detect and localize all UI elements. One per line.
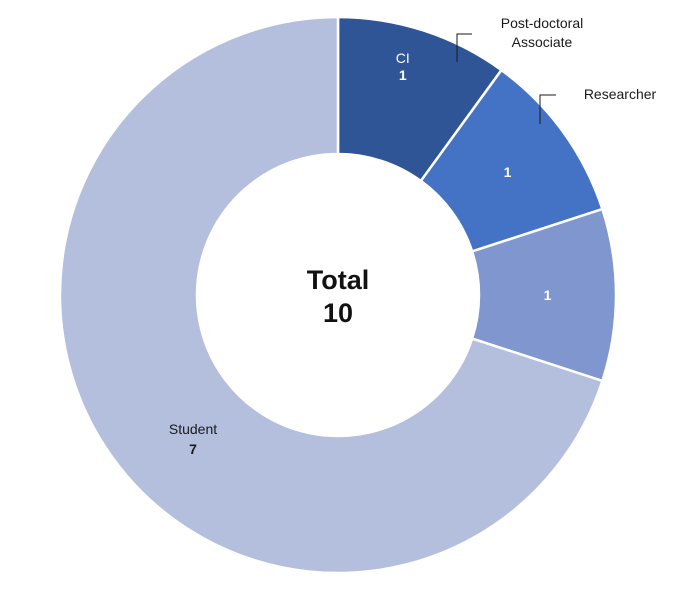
slice-value-student: 7 [189,441,197,457]
slice-value-post-doctoral-associate: 1 [504,164,512,180]
leader-line-researcher [539,94,556,124]
donut-slices [58,15,618,575]
slice-label-student: Student [169,421,217,437]
slice-value-ci: 1 [399,67,407,83]
slice-label-ci: CI [396,50,410,66]
slice-label-researcher: Researcher [584,86,657,102]
slice-labels: CI11Post-doctoralAssociate1ResearcherStu… [169,15,657,457]
center-total-label: Total [307,265,370,295]
slice-student [58,15,604,575]
center-total-value: 10 [323,298,353,328]
slice-label-post-doctoral-associate-line-1: Post-doctoral [501,15,583,31]
leader-line-post-doctoral-associate [456,33,472,62]
slice-value-researcher: 1 [544,287,552,303]
slice-label-post-doctoral-associate-line-2: Associate [512,34,573,50]
